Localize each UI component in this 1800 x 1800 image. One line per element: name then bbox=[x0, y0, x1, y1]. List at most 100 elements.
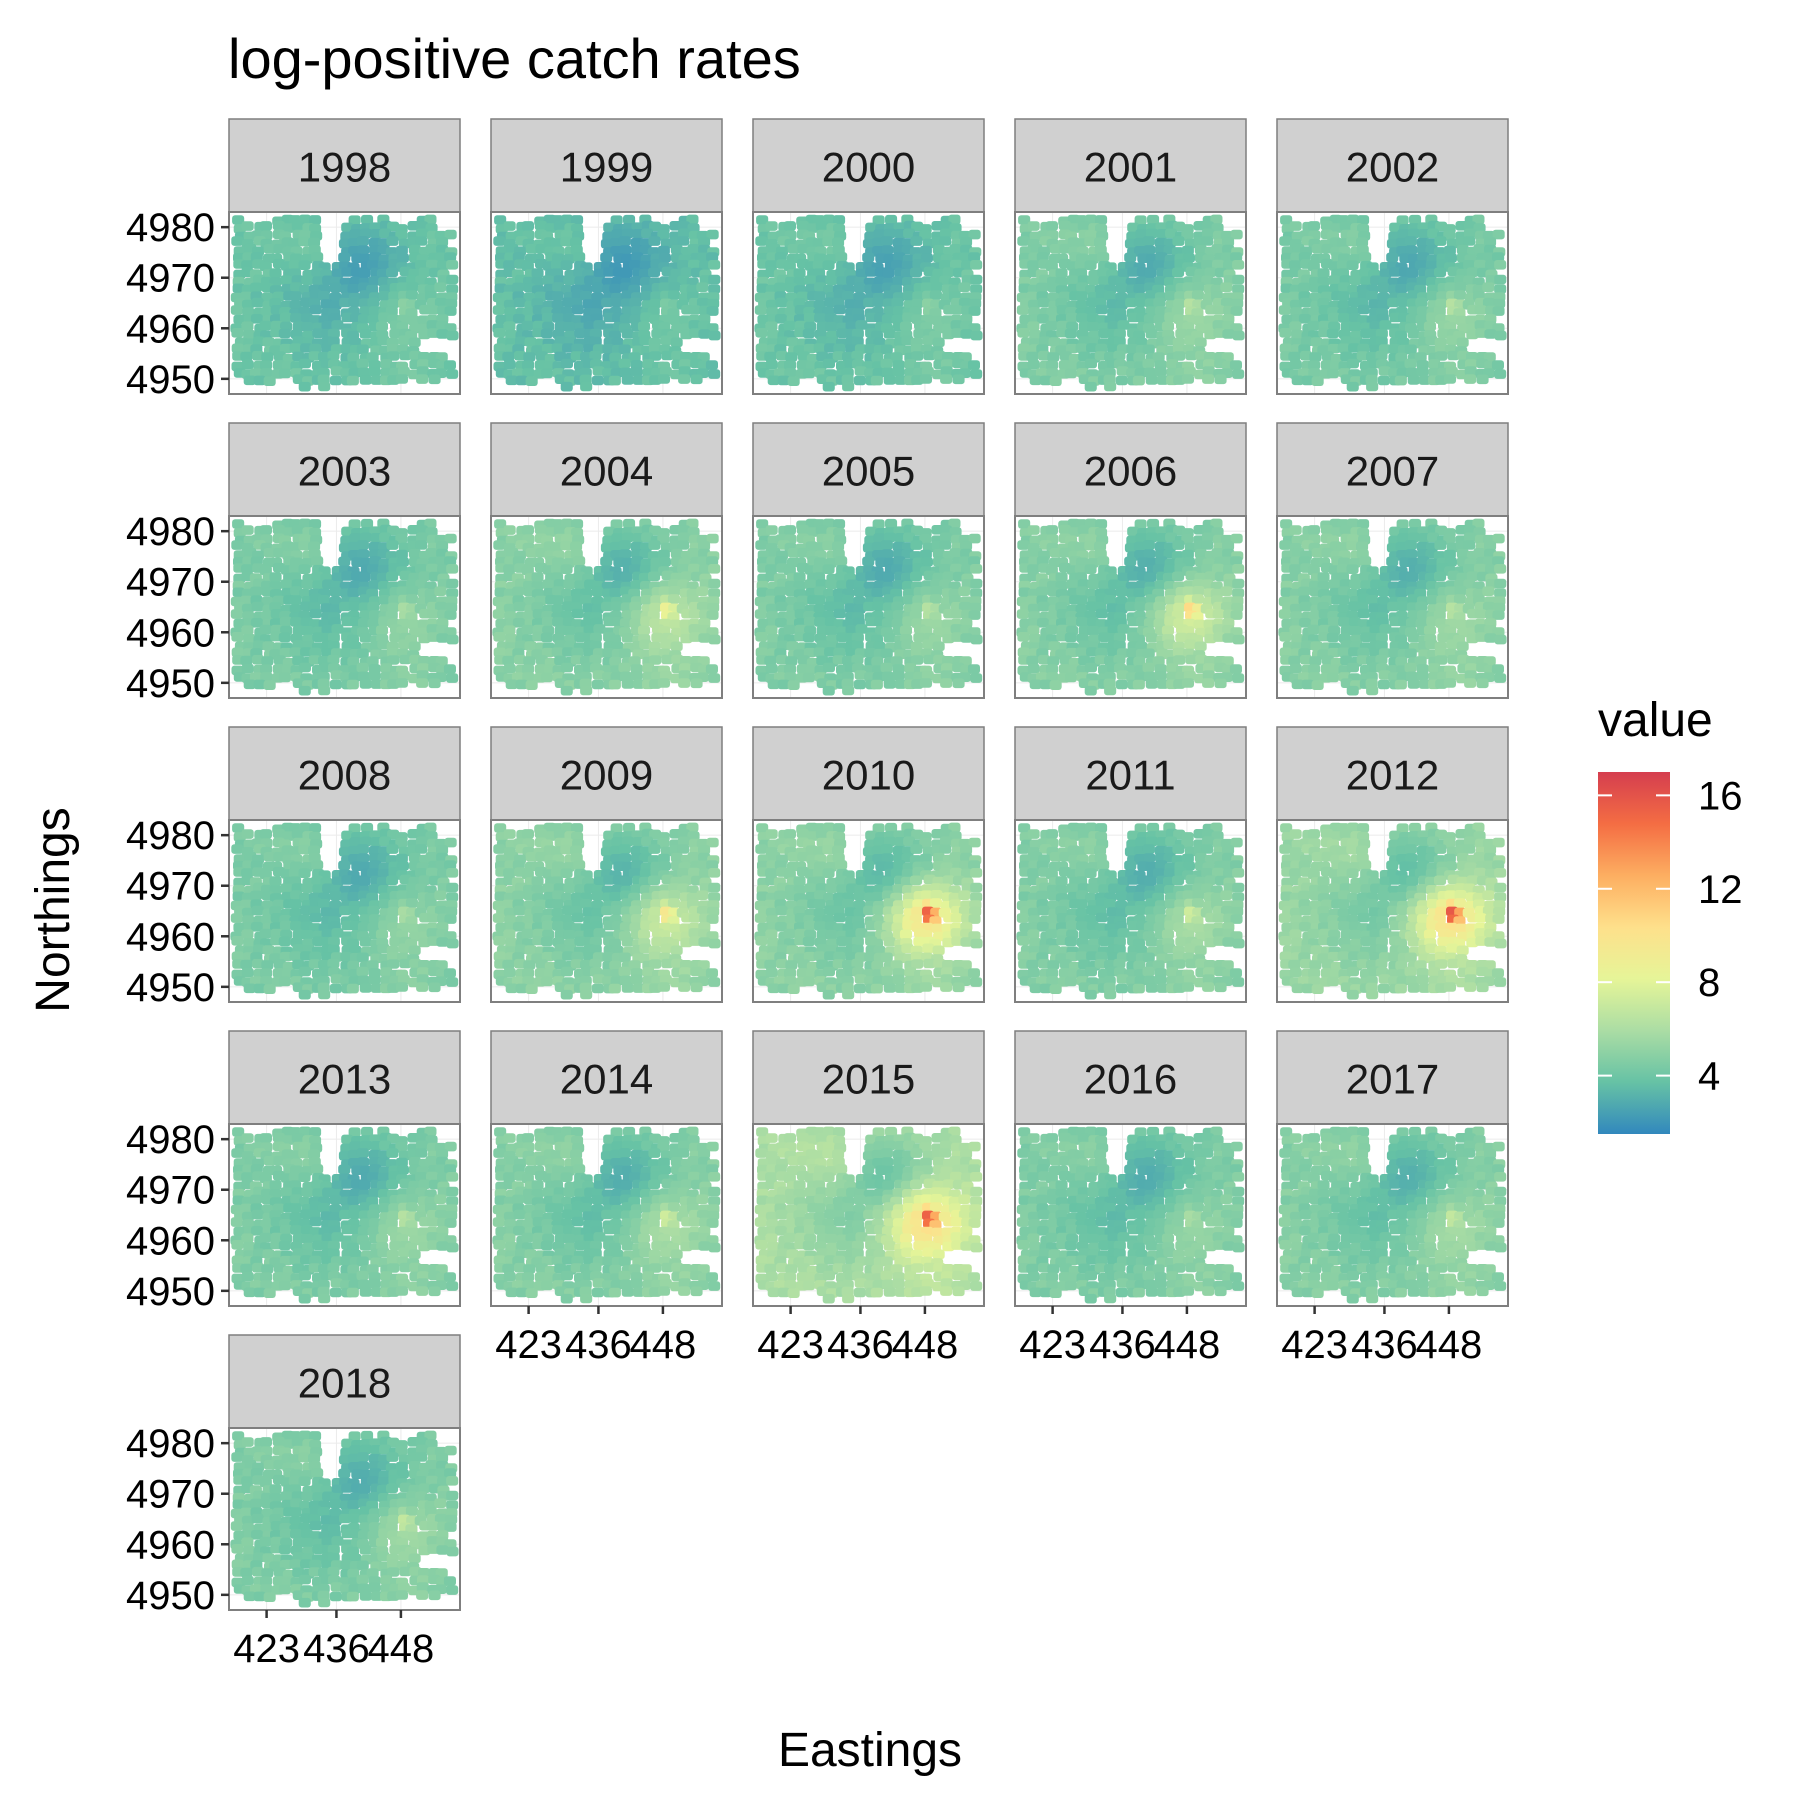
map-cell bbox=[560, 685, 573, 696]
map-cell bbox=[1456, 244, 1469, 255]
map-cell bbox=[1084, 236, 1097, 247]
map-cell bbox=[340, 344, 353, 354]
map-cell bbox=[952, 374, 965, 385]
map-cell bbox=[389, 328, 402, 339]
map-cell bbox=[560, 260, 573, 270]
map-cell bbox=[357, 367, 370, 378]
map-cell bbox=[678, 374, 691, 384]
map-cell bbox=[1289, 663, 1302, 674]
map-cell bbox=[1220, 586, 1233, 596]
map-cell bbox=[1016, 305, 1029, 315]
map-cell bbox=[1386, 556, 1399, 567]
map-cell bbox=[241, 260, 254, 270]
map-cell bbox=[1326, 368, 1339, 379]
map-cell bbox=[630, 276, 643, 286]
map-cell bbox=[1201, 275, 1214, 286]
map-cell bbox=[366, 260, 379, 270]
map-cell bbox=[1049, 680, 1062, 690]
map-cell bbox=[648, 267, 661, 278]
map-cell bbox=[1135, 229, 1148, 239]
map-cell bbox=[1359, 252, 1372, 262]
map-cell bbox=[1195, 323, 1208, 334]
map-cell bbox=[1027, 359, 1040, 370]
map-cell bbox=[298, 260, 311, 270]
map-cell bbox=[347, 237, 360, 248]
map-cell bbox=[1211, 548, 1224, 558]
map-cell bbox=[1357, 315, 1370, 325]
map-cell bbox=[408, 244, 421, 255]
map-cell bbox=[1229, 664, 1242, 674]
map-cell bbox=[263, 244, 276, 254]
map-cell bbox=[357, 314, 370, 324]
map-cell bbox=[1346, 260, 1359, 270]
map-cell bbox=[1152, 260, 1165, 270]
map-cell bbox=[1279, 343, 1292, 354]
panel-border bbox=[752, 211, 985, 395]
map-cell bbox=[386, 343, 399, 354]
map-cell bbox=[541, 312, 554, 323]
map-cell bbox=[551, 647, 564, 657]
map-cell bbox=[1211, 244, 1224, 254]
map-cell bbox=[755, 540, 768, 550]
map-cell bbox=[1337, 300, 1350, 310]
map-cell bbox=[1193, 315, 1206, 326]
map-cell bbox=[1232, 260, 1245, 270]
map-cell bbox=[1349, 625, 1362, 636]
map-cell bbox=[787, 680, 800, 690]
map-cell bbox=[899, 321, 912, 332]
map-cell bbox=[940, 678, 953, 688]
map-cell bbox=[870, 679, 883, 690]
map-cell bbox=[793, 572, 806, 582]
map-cell bbox=[503, 663, 516, 674]
map-cell bbox=[563, 321, 576, 332]
map-cell bbox=[524, 641, 537, 651]
map-cell bbox=[942, 352, 955, 362]
map-cell bbox=[883, 306, 896, 316]
map-cell bbox=[405, 290, 418, 300]
map-cell bbox=[970, 578, 983, 589]
map-cell bbox=[416, 678, 429, 688]
map-cell bbox=[311, 252, 324, 262]
map-cell bbox=[243, 329, 256, 340]
map-cell bbox=[899, 625, 912, 636]
map-cell bbox=[444, 229, 457, 240]
map-cell bbox=[950, 320, 963, 330]
map-cell bbox=[816, 374, 829, 384]
map-cell bbox=[1494, 673, 1507, 683]
map-cell bbox=[1027, 663, 1040, 674]
map-cell bbox=[1027, 221, 1040, 231]
map-cell bbox=[952, 678, 965, 689]
map-cell bbox=[1338, 617, 1351, 627]
map-cell bbox=[515, 336, 528, 347]
map-cell bbox=[822, 381, 835, 392]
map-cell bbox=[1095, 304, 1108, 315]
map-cell bbox=[1416, 670, 1429, 681]
map-cell bbox=[563, 625, 576, 636]
map-cell bbox=[1104, 381, 1117, 392]
map-cell bbox=[1147, 214, 1160, 225]
map-cell bbox=[1288, 351, 1301, 362]
map-cell bbox=[251, 297, 264, 308]
map-cell bbox=[298, 381, 311, 392]
map-cell bbox=[589, 350, 602, 361]
y-tick-label: 4970 bbox=[126, 561, 215, 605]
map-cell bbox=[960, 329, 973, 339]
map-cell bbox=[425, 223, 438, 233]
map-cell bbox=[1027, 525, 1040, 535]
map-cell bbox=[660, 639, 673, 650]
map-cell bbox=[1077, 525, 1090, 535]
map-cell bbox=[1482, 297, 1495, 308]
map-cell bbox=[1297, 368, 1310, 378]
map-cell bbox=[640, 277, 653, 287]
map-cell bbox=[853, 679, 866, 690]
map-cell bbox=[1407, 375, 1420, 385]
map-cell bbox=[1417, 252, 1430, 262]
map-cell bbox=[1018, 283, 1031, 294]
map-cell bbox=[602, 344, 615, 354]
map-cell bbox=[1103, 595, 1116, 605]
map-cell bbox=[1339, 221, 1352, 231]
map-cell bbox=[551, 291, 564, 301]
map-cell bbox=[1201, 236, 1214, 246]
map-cell bbox=[1142, 344, 1155, 355]
map-cell bbox=[783, 261, 796, 272]
